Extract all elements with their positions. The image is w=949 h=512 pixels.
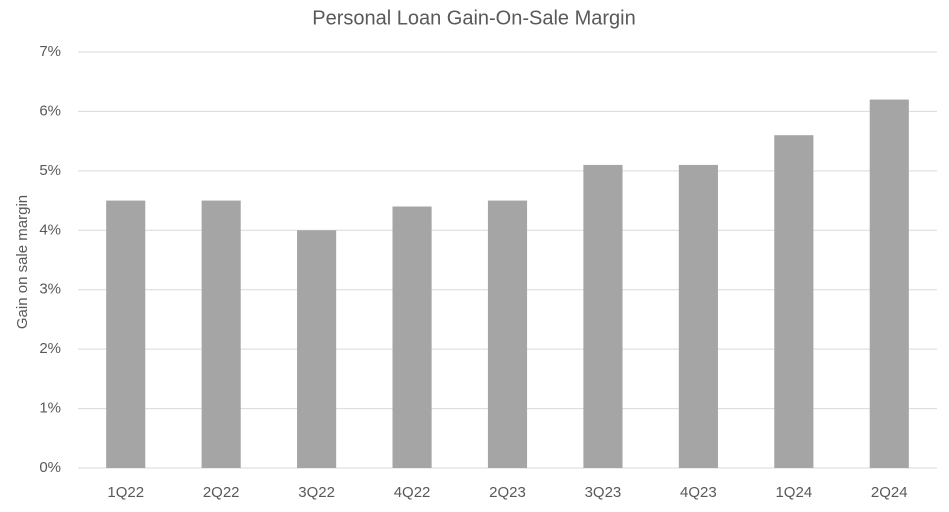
- bar: [774, 135, 814, 468]
- chart-title: Personal Loan Gain-On-Sale Margin: [312, 7, 636, 29]
- x-tick-label: 4Q23: [680, 484, 717, 501]
- bar: [106, 200, 146, 469]
- bar: [297, 230, 337, 468]
- x-tick-label: 2Q22: [203, 484, 240, 501]
- y-tick-label: 3%: [39, 281, 61, 298]
- bar: [869, 99, 909, 469]
- y-tick-label: 7%: [39, 43, 61, 60]
- x-tick-label: 1Q22: [107, 484, 144, 501]
- y-tick-label: 4%: [39, 221, 61, 238]
- bar: [201, 200, 241, 469]
- y-tick-label: 5%: [39, 162, 61, 179]
- y-tick-label: 6%: [39, 102, 61, 119]
- x-tick-label: 1Q24: [775, 484, 812, 501]
- x-tick-label: 2Q24: [871, 484, 908, 501]
- x-tick-label: 4Q22: [394, 484, 431, 501]
- bar: [678, 164, 718, 468]
- x-tick-label: 3Q22: [298, 484, 335, 501]
- y-axis-title: Gain on sale margin: [14, 195, 31, 329]
- y-tick-label: 2%: [39, 340, 61, 357]
- x-tick-label: 2Q23: [489, 484, 526, 501]
- bar: [487, 200, 528, 469]
- x-tick-label: 3Q23: [585, 484, 622, 501]
- y-tick-label: 1%: [39, 400, 61, 417]
- y-tick-label: 0%: [39, 459, 61, 476]
- bar: [583, 164, 623, 468]
- bar: [392, 206, 432, 468]
